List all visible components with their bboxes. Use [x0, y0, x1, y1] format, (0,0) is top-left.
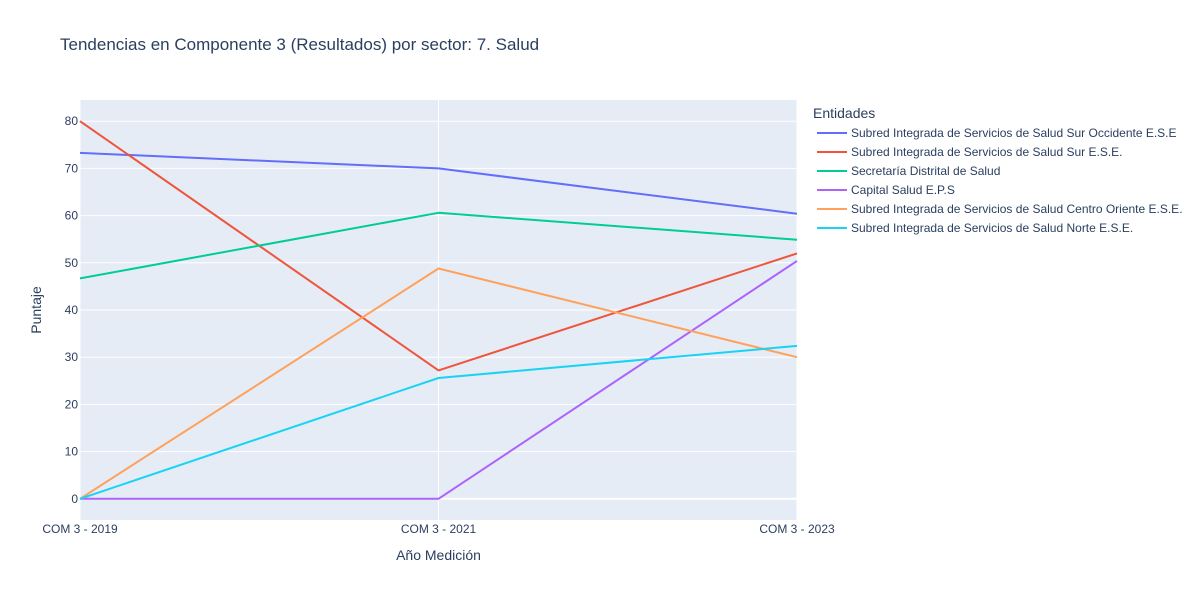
legend-label: Subred Integrada de Servicios de Salud N… — [851, 221, 1133, 235]
legend-item[interactable]: Subred Integrada de Servicios de Salud C… — [817, 202, 1183, 216]
series-line-4 — [80, 260, 798, 500]
x-axis-ticks: COM 3 - 2019 COM 3 - 2021 COM 3 - 2023 — [42, 522, 835, 536]
legend: Entidades Subred Integrada de Servicios … — [813, 105, 1183, 235]
legend-item[interactable]: Secretaría Distrital de Salud — [817, 164, 1000, 178]
series-line-2 — [79, 120, 798, 372]
y-axis-ticks: 0 10 20 30 40 50 60 70 80 — [65, 114, 79, 506]
legend-label: Subred Integrada de Servicios de Salud S… — [851, 145, 1123, 159]
legend-item[interactable]: Capital Salud E.P.S — [817, 183, 955, 197]
x-tick-label: COM 3 - 2021 — [401, 522, 477, 536]
y-tick-label: 40 — [65, 303, 79, 317]
legend-title: Entidades — [813, 105, 875, 121]
y-tick-label: 10 — [65, 445, 79, 459]
series-lines — [79, 120, 798, 500]
series-line-6 — [79, 344, 798, 500]
y-tick-label: 50 — [65, 256, 79, 270]
legend-label: Capital Salud E.P.S — [851, 183, 955, 197]
legend-item[interactable]: Subred Integrada de Servicios de Salud S… — [817, 145, 1123, 159]
legend-label: Subred Integrada de Servicios de Salud S… — [851, 126, 1177, 140]
series-line-3 — [79, 211, 798, 280]
y-tick-label: 80 — [65, 114, 79, 128]
series-line-5 — [79, 267, 798, 500]
series-line-1 — [79, 151, 798, 215]
y-tick-label: 20 — [65, 397, 79, 411]
y-tick-label: 30 — [65, 350, 79, 364]
legend-items: Subred Integrada de Servicios de Salud S… — [817, 126, 1183, 235]
legend-item[interactable]: Subred Integrada de Servicios de Salud S… — [817, 126, 1177, 140]
legend-label: Secretaría Distrital de Salud — [851, 164, 1000, 178]
y-tick-label: 60 — [65, 209, 79, 223]
y-tick-label: 0 — [71, 492, 78, 506]
chart-title: Tendencias en Componente 3 (Resultados) … — [60, 35, 539, 54]
x-tick-label: COM 3 - 2023 — [759, 522, 835, 536]
legend-label: Subred Integrada de Servicios de Salud C… — [851, 202, 1183, 216]
y-tick-label: 70 — [65, 161, 79, 175]
legend-item[interactable]: Subred Integrada de Servicios de Salud N… — [817, 221, 1133, 235]
x-tick-label: COM 3 - 2019 — [42, 522, 118, 536]
x-axis-label: Año Medición — [396, 547, 481, 563]
y-axis-label: Puntaje — [28, 286, 44, 334]
